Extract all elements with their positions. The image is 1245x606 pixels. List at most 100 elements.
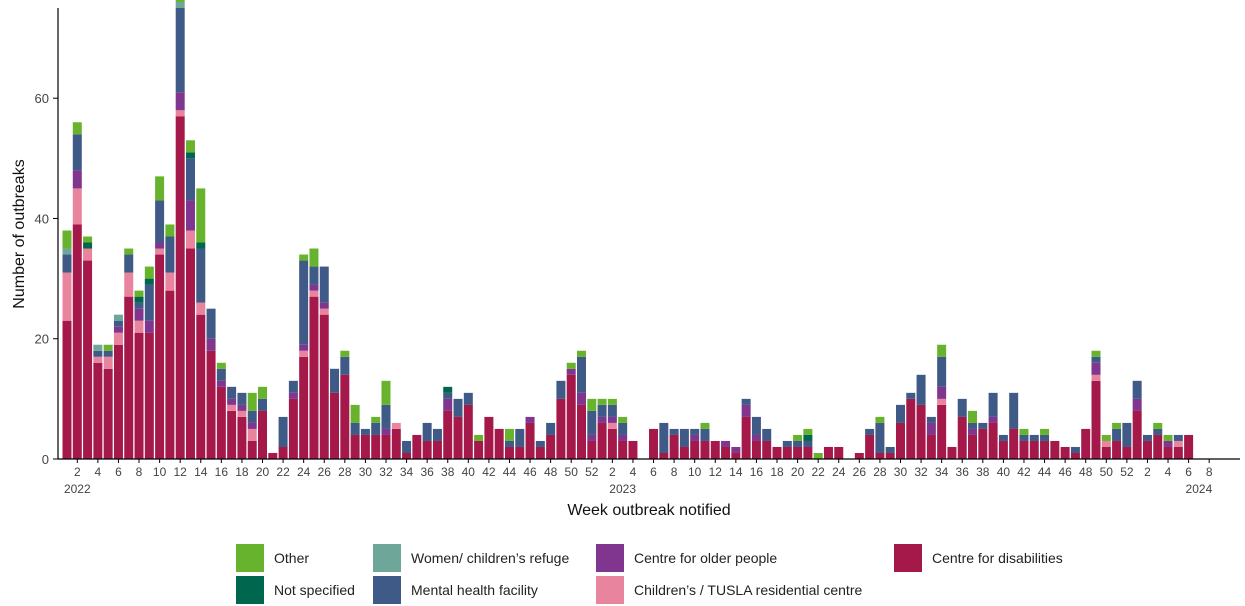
bar-segment-2022-W24-s3 xyxy=(299,260,309,345)
bar-segment-2022-W19-s6 xyxy=(247,392,257,411)
bar-segment-2023-W29-s3 xyxy=(885,446,895,453)
bar-segment-2023-W22-s6 xyxy=(813,452,823,459)
x-tick-label: 48 xyxy=(544,465,558,479)
bar-segment-2023-W06-s0 xyxy=(649,428,659,459)
bar-segment-2022-W11-s6 xyxy=(165,224,175,237)
bar-segment-2022-W08-s3 xyxy=(134,302,144,309)
bar-segment-2023-W20-s3 xyxy=(793,440,803,447)
x-tick-label: 16 xyxy=(750,465,764,479)
bar-segment-2022-W20-s6 xyxy=(258,386,268,399)
bar-segment-2022-W01-s5 xyxy=(62,248,72,255)
bar-segment-2022-W06-s0 xyxy=(113,344,123,459)
bar-segment-2023-W44-s0 xyxy=(1040,440,1050,459)
bar-segment-2023-W10-s2 xyxy=(690,434,700,441)
bar-segment-2022-W27-s3 xyxy=(330,368,340,393)
bar-segment-2024-W04-s6 xyxy=(1163,434,1173,441)
bar-segment-2023-W49-s0 xyxy=(1091,380,1101,459)
x-tick-label: 34 xyxy=(935,465,949,479)
bar-segment-2022-W51-s3 xyxy=(577,356,586,393)
bar-segment-2022-W20-s0 xyxy=(258,410,268,459)
bar-segment-2022-W35-s0 xyxy=(412,434,422,459)
x-tick-label: 6 xyxy=(650,465,657,479)
bar-segment-2022-W13-s0 xyxy=(185,248,195,459)
bar-segment-2022-W50-s6 xyxy=(566,362,576,369)
bar-segment-2022-W11-s1 xyxy=(165,272,175,291)
bar-segment-2023-W01-s2 xyxy=(597,416,607,423)
x-tick-label: 46 xyxy=(1058,465,1072,479)
year-label: 2023 xyxy=(609,482,636,496)
bar-segment-2023-W04-s0 xyxy=(628,440,638,459)
bar-segment-2022-W12-s3 xyxy=(175,8,185,93)
bar-segment-2024-W03-s0 xyxy=(1153,434,1163,459)
bar-segment-2022-W32-s0 xyxy=(381,434,391,459)
bar-segment-2022-W48-s0 xyxy=(546,434,556,459)
bar-segment-2023-W27-s3 xyxy=(865,428,875,435)
bar-segment-2022-W40-s3 xyxy=(463,392,473,405)
x-tick-label: 12 xyxy=(174,465,188,479)
bar-segment-2022-W47-s3 xyxy=(535,440,545,447)
x-tick-label: 18 xyxy=(770,465,784,479)
x-tick-label: 2 xyxy=(609,465,616,479)
bar-segment-2023-W47-s3 xyxy=(1070,446,1080,453)
bar-segment-2023-W02-s3 xyxy=(607,404,617,417)
bar-segment-2022-W06-s1 xyxy=(113,332,123,345)
x-tick-label: 36 xyxy=(420,465,434,479)
bar-segment-2023-W16-s3 xyxy=(751,416,761,435)
bar-segment-2022-W01-s6 xyxy=(62,230,72,249)
x-tick-label: 34 xyxy=(400,465,414,479)
bar-segment-2023-W36-s3 xyxy=(957,398,967,417)
bar-segment-2022-W51-s2 xyxy=(577,392,586,405)
bar-segment-2023-W03-s2 xyxy=(618,434,628,441)
bar-segment-2024-W06-s0 xyxy=(1184,434,1194,459)
bar-segment-2023-W11-s6 xyxy=(700,422,710,429)
x-tick-label: 2 xyxy=(74,465,81,479)
x-tick-label: 4 xyxy=(1165,465,1172,479)
bar-segment-2023-W34-s2 xyxy=(937,386,947,399)
x-tick-label: 24 xyxy=(297,465,311,479)
bar-segment-2023-W18-s0 xyxy=(772,446,782,459)
bar-segment-2022-W14-s4 xyxy=(196,242,206,249)
x-tick-label: 16 xyxy=(215,465,229,479)
bar-segment-2022-W26-s0 xyxy=(319,314,329,459)
x-tick-label: 36 xyxy=(956,465,970,479)
bar-segment-2022-W13-s4 xyxy=(185,152,195,159)
legend-item-not-specified: Not specified xyxy=(236,576,355,604)
bar-segment-2023-W21-s4 xyxy=(803,434,813,441)
x-tick-label: 40 xyxy=(997,465,1011,479)
bar-segment-2022-W34-s0 xyxy=(402,452,412,459)
bar-segment-2023-W02-s0 xyxy=(607,428,617,459)
legend-item-refuge: Women/ children’s refuge xyxy=(373,544,569,572)
bar-segment-2022-W32-s2 xyxy=(381,428,391,435)
bar-segment-2023-W16-s0 xyxy=(751,440,761,459)
bar-segment-2022-W05-s1 xyxy=(103,356,113,369)
bar-segment-2022-W38-s4 xyxy=(443,386,453,393)
bar-segment-2022-W26-s1 xyxy=(319,308,329,315)
bar-segment-2022-W15-s0 xyxy=(206,350,216,459)
x-tick-label: 6 xyxy=(115,465,122,479)
bar-segment-2022-W24-s0 xyxy=(299,356,309,459)
x-tick-label: 52 xyxy=(1120,465,1134,479)
bar-segment-2023-W51-s0 xyxy=(1112,440,1122,459)
x-tick-label: 12 xyxy=(709,465,723,479)
bar-segment-2023-W44-s3 xyxy=(1040,434,1050,441)
bar-segment-2023-W39-s0 xyxy=(988,422,998,459)
bar-segment-2022-W45-s3 xyxy=(515,428,525,447)
year-label: 2022 xyxy=(64,482,91,496)
bar-segment-2022-W27-s0 xyxy=(330,392,340,459)
bar-segment-2022-W02-s0 xyxy=(72,224,82,459)
bar-segment-2022-W15-s2 xyxy=(206,338,216,351)
bar-segment-2024-W05-s1 xyxy=(1173,440,1183,447)
bar-segment-2023-W50-s1 xyxy=(1101,440,1111,447)
bar-segment-2022-W08-s1 xyxy=(134,320,144,333)
x-tick-label: 28 xyxy=(873,465,887,479)
bar-segment-2022-W11-s0 xyxy=(165,290,175,459)
bar-segment-2022-W19-s2 xyxy=(247,422,257,429)
bar-segment-2023-W37-s0 xyxy=(968,434,978,459)
bar-segment-2022-W32-s6 xyxy=(381,380,391,405)
bar-segment-2023-W26-s0 xyxy=(854,452,864,459)
x-tick-label: 30 xyxy=(359,465,373,479)
bar-segment-2022-W14-s3 xyxy=(196,248,206,303)
bar-segment-2022-W19-s0 xyxy=(247,440,257,459)
legend-item-tusla: Children’s / TUSLA residential centre xyxy=(596,576,862,604)
bar-segment-2023-W20-s6 xyxy=(793,434,803,441)
